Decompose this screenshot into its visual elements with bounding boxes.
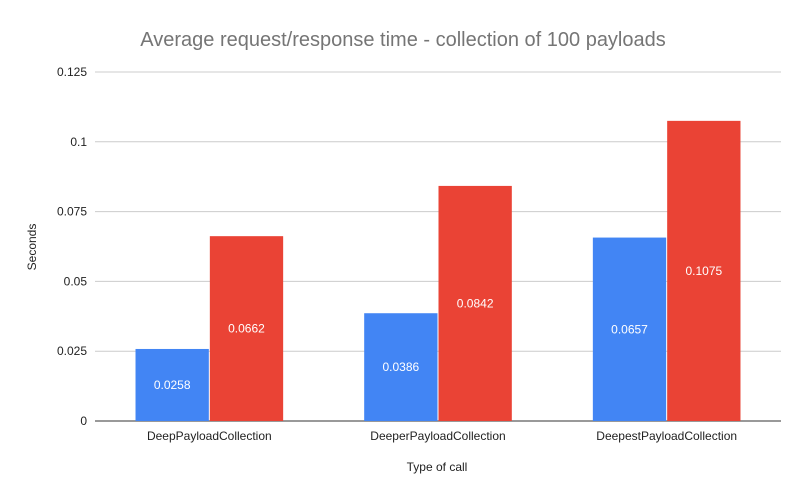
x-axis-ticks: DeepPayloadCollection DeeperPayloadCollec… <box>147 429 737 443</box>
y-axis-label: Seconds <box>25 224 39 271</box>
bar-value-label: 0.1075 <box>685 264 722 278</box>
x-tick-label: DeeperPayloadCollection <box>370 429 505 443</box>
x-tick-label: DeepPayloadCollection <box>147 429 272 443</box>
x-tick-label: DeepestPayloadCollection <box>596 429 737 443</box>
y-tick-label: 0.025 <box>57 344 87 358</box>
x-axis-label: Type of call <box>407 460 468 474</box>
chart-title: Average request/response time - collecti… <box>140 29 666 51</box>
y-tick-label: 0.05 <box>64 274 88 288</box>
y-tick-label: 0 <box>80 414 87 428</box>
y-axis-ticks: 0 0.025 0.05 0.075 0.1 0.125 <box>57 65 87 428</box>
bar <box>364 313 438 421</box>
bar-value-label: 0.0657 <box>611 322 648 336</box>
bar-value-label: 0.0386 <box>382 360 419 374</box>
bar <box>592 237 667 421</box>
y-tick-label: 0.075 <box>57 205 87 219</box>
bar-value-label: 0.0842 <box>457 296 494 310</box>
y-tick-label: 0.125 <box>57 65 87 79</box>
bar <box>209 236 284 421</box>
bar-value-label: 0.0662 <box>228 322 265 336</box>
bar <box>135 348 209 421</box>
gridlines <box>95 71 781 422</box>
y-tick-label: 0.1 <box>70 135 87 149</box>
bar <box>667 120 741 422</box>
bars: 0.0258 0.0662 0.0386 0.0842 0.0657 0.1075 <box>135 120 741 422</box>
bar <box>438 185 512 421</box>
bar-value-label: 0.0258 <box>154 378 191 392</box>
